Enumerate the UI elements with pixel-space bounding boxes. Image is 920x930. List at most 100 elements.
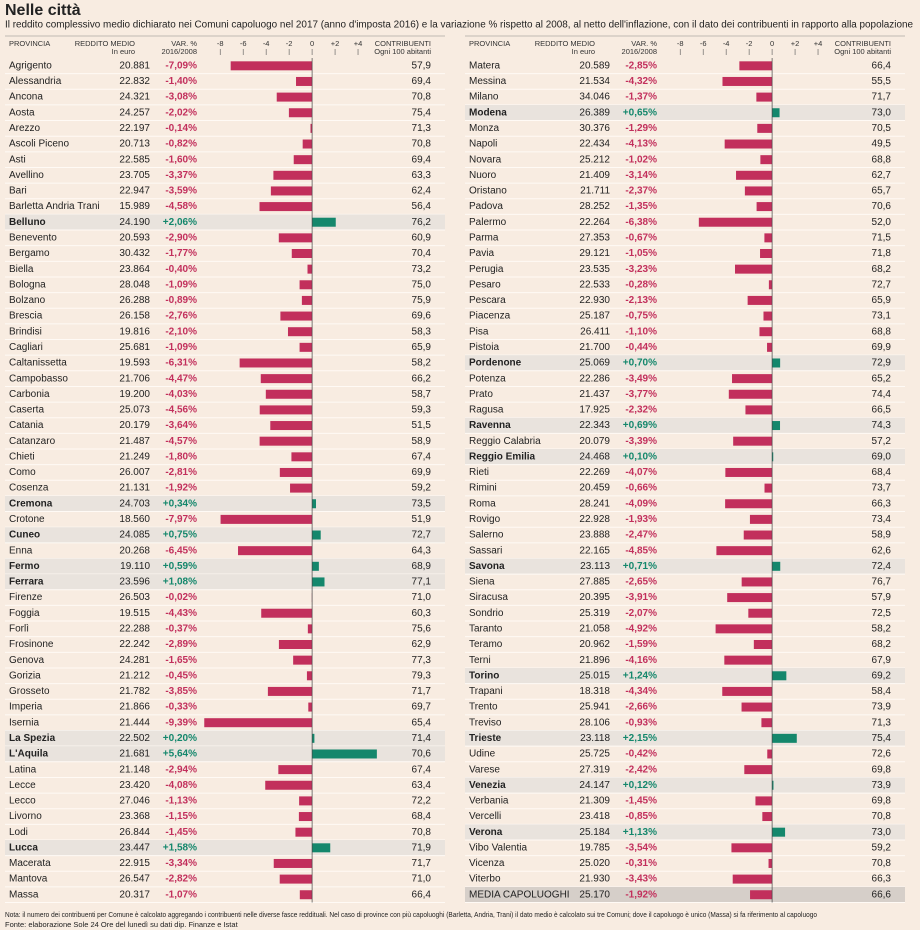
bar [735, 264, 773, 274]
income: 26.411 [580, 326, 610, 337]
province: Cagliari [9, 342, 43, 353]
province: Pescara [469, 295, 506, 306]
header-taxpayers: CONTRIBUENTI [835, 39, 891, 48]
province: Trieste [469, 733, 502, 744]
bar [744, 186, 773, 196]
change-label: +2,15% [623, 733, 657, 744]
bar [301, 295, 313, 305]
row-highlight [465, 449, 905, 465]
province: Terni [469, 655, 491, 666]
taxpayers: 65,9 [412, 342, 432, 353]
taxpayers: 65,7 [872, 186, 892, 197]
change-label: +5,64% [163, 749, 197, 760]
title: Nelle città [5, 2, 81, 19]
taxpayers: 66,3 [872, 874, 892, 885]
taxpayers: 70,8 [872, 858, 892, 869]
change-label: -2,42% [625, 764, 657, 775]
bar [744, 765, 773, 775]
income: 23.864 [119, 264, 150, 275]
income: 22.533 [579, 279, 610, 290]
taxpayers: 62,4 [412, 186, 432, 197]
taxpayers: 57,9 [412, 60, 432, 71]
province: Genova [9, 655, 44, 666]
bar [273, 858, 313, 868]
taxpayers: 68,8 [872, 154, 892, 165]
taxpayers: 70,5 [872, 123, 892, 134]
row-highlight [465, 886, 905, 903]
change-label: +0,20% [163, 733, 197, 744]
income: 25.187 [579, 311, 610, 322]
row-highlight [465, 777, 905, 794]
bar [291, 452, 313, 462]
income: 24.468 [579, 451, 610, 462]
income: 19.200 [119, 389, 150, 400]
x-tick-label: -8 [217, 39, 224, 48]
province: Napoli [469, 139, 497, 150]
taxpayers: 72,9 [872, 358, 892, 369]
province: Rovigo [469, 514, 501, 525]
row-highlight [465, 104, 905, 121]
income: 18.318 [579, 686, 610, 697]
taxpayers: 60,3 [412, 608, 432, 619]
bar [204, 718, 313, 728]
income: 34.046 [579, 92, 610, 103]
province: Potenza [469, 373, 506, 384]
bar [767, 749, 773, 759]
bar [307, 264, 313, 274]
taxpayers: 49,5 [872, 139, 892, 150]
bar [739, 61, 773, 71]
income: 21.782 [119, 686, 150, 697]
change-label: -3,43% [625, 874, 657, 885]
bar [725, 499, 773, 509]
taxpayers: 66,4 [872, 60, 892, 71]
bar [238, 546, 313, 556]
income: 21.148 [119, 764, 150, 775]
province: Lecco [9, 796, 36, 807]
change-label: -1,60% [165, 154, 197, 165]
province: Cremona [9, 498, 53, 509]
income: 26.007 [119, 467, 150, 478]
taxpayers: 55,5 [872, 76, 892, 87]
change-label: -1,37% [625, 92, 657, 103]
province: Vibo Valentia [469, 842, 527, 853]
change-label: -4,56% [165, 405, 197, 416]
province: Benevento [9, 233, 57, 244]
change-label: -3,91% [625, 592, 657, 603]
change-label: -0,02% [165, 592, 197, 603]
bar [749, 514, 773, 524]
income: 21.700 [579, 342, 610, 353]
taxpayers: 66,5 [872, 405, 892, 416]
bar [259, 436, 313, 446]
income: 22.264 [579, 217, 610, 228]
change-label: -2,65% [625, 577, 657, 588]
row-highlight [5, 840, 445, 856]
change-label: +1,58% [163, 842, 197, 853]
province: Piacenza [469, 311, 511, 322]
x-tick-label: -8 [677, 39, 684, 48]
taxpayers: 72,7 [872, 279, 892, 290]
province: Livorno [9, 811, 42, 822]
province: Catania [9, 420, 44, 431]
province: Aosta [9, 107, 35, 118]
province: Bergamo [9, 248, 50, 259]
change-label: -4,16% [625, 655, 657, 666]
province: Firenze [9, 592, 43, 603]
bar [760, 249, 773, 258]
bar [220, 514, 313, 524]
income: 28.048 [119, 279, 150, 290]
income: 21.681 [119, 749, 150, 760]
change-label: -1,35% [625, 201, 657, 212]
income: 22.288 [119, 624, 150, 635]
change-label: -1,80% [165, 451, 197, 462]
income: 23.113 [580, 561, 610, 572]
bar [748, 608, 773, 618]
province: Novara [469, 154, 502, 165]
bar [772, 452, 774, 462]
province: Agrigento [9, 60, 52, 71]
taxpayers: 69,9 [872, 342, 892, 353]
taxpayers: 75,4 [872, 733, 892, 744]
change-label: -1,77% [165, 248, 197, 259]
income: 26.288 [119, 295, 150, 306]
header-change: VAR. % [631, 39, 657, 48]
income: 22.269 [579, 467, 610, 478]
